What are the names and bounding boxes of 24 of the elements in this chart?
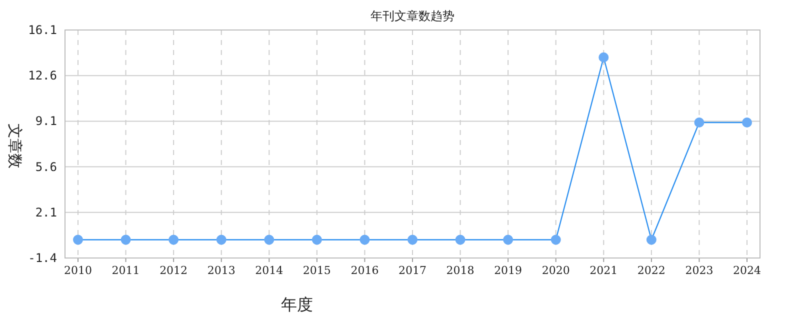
x-axis-title: 年度 <box>281 295 313 314</box>
x-tick-label: 2010 <box>64 264 92 277</box>
x-tick-label: 2017 <box>398 264 426 277</box>
y-tick-label: 5.6 <box>35 160 57 174</box>
y-tick-label: -1.4 <box>28 251 57 265</box>
x-tick-label: 2014 <box>255 264 284 277</box>
x-tick-label: 2012 <box>160 264 188 277</box>
x-tick-label: 2021 <box>590 264 618 277</box>
x-tick-label: 2023 <box>685 264 714 277</box>
y-tick-label: 16.1 <box>28 23 57 37</box>
y-tick-label: 9.1 <box>35 114 57 128</box>
y-tick-label: 12.6 <box>28 68 57 83</box>
x-tick-label: 2020 <box>542 264 570 277</box>
x-tick-label: 2016 <box>350 264 379 277</box>
y-axis-title: 文章数 <box>6 124 24 168</box>
x-tick-label: 2019 <box>494 264 522 277</box>
y-tick-label: 2.1 <box>35 205 57 220</box>
x-tick-label: 2018 <box>446 264 474 277</box>
chart-title: 年刊文章数趋势 <box>370 9 454 23</box>
x-tick-label: 2024 <box>733 264 761 277</box>
x-tick-label: 2013 <box>207 264 236 277</box>
x-tick-label: 2015 <box>302 264 331 277</box>
x-tick-label: 2011 <box>112 264 140 277</box>
x-tick-label: 2022 <box>637 264 666 277</box>
